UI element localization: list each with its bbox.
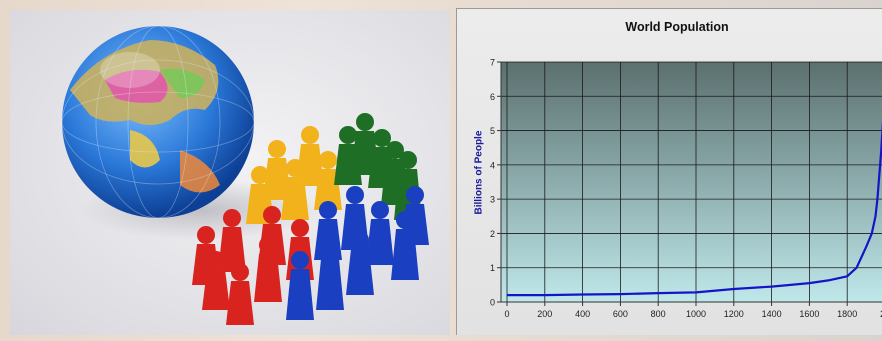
x-tick-label: 600 — [613, 309, 628, 319]
y-tick-label: 0 — [490, 298, 495, 308]
x-tick-label: 800 — [651, 309, 666, 319]
photo-globe-and-figures — [10, 10, 450, 335]
blue-game-pieces — [286, 186, 429, 320]
y-tick-label: 4 — [490, 160, 495, 170]
x-tick-label: 0 — [504, 309, 509, 319]
x-tick-label: 1600 — [799, 309, 819, 319]
x-tick-label: 200 — [537, 309, 552, 319]
y-tick-label: 1 — [490, 263, 495, 273]
y-tick-label: 3 — [490, 195, 495, 205]
series — [507, 120, 882, 297]
population-line-series — [507, 120, 882, 297]
y-tick-label: 6 — [490, 92, 495, 102]
x-tick-label: 1000 — [686, 309, 706, 319]
x-tick-label: 1800 — [837, 309, 857, 319]
y-tick-label: 5 — [490, 126, 495, 136]
x-tick-label: 1400 — [762, 309, 782, 319]
y-axis-label: Billions of People — [473, 130, 485, 215]
globe-figures-illustration — [61, 25, 429, 325]
x-tick-label: 400 — [575, 309, 590, 319]
plot-area — [501, 62, 882, 302]
x-tick-label: 1200 — [724, 309, 744, 319]
chart-plot: 0 1 2 3 4 5 6 7 0 200 400 600 800 1000 1200 1400 1600 180… — [490, 58, 882, 319]
chart-panel: World Population Billions of People 0 1 2 3… — [456, 8, 882, 335]
grid — [501, 61, 882, 303]
y-tick-label: 2 — [490, 229, 495, 239]
chart-title: World Population — [625, 20, 729, 34]
x-tick-label: 20 — [880, 309, 882, 319]
y-tick-label: 7 — [490, 58, 495, 68]
axes: 0 1 2 3 4 5 6 7 0 200 400 600 800 1000 1200 1400 1600 180… — [490, 58, 882, 319]
globe-icon — [61, 25, 255, 219]
